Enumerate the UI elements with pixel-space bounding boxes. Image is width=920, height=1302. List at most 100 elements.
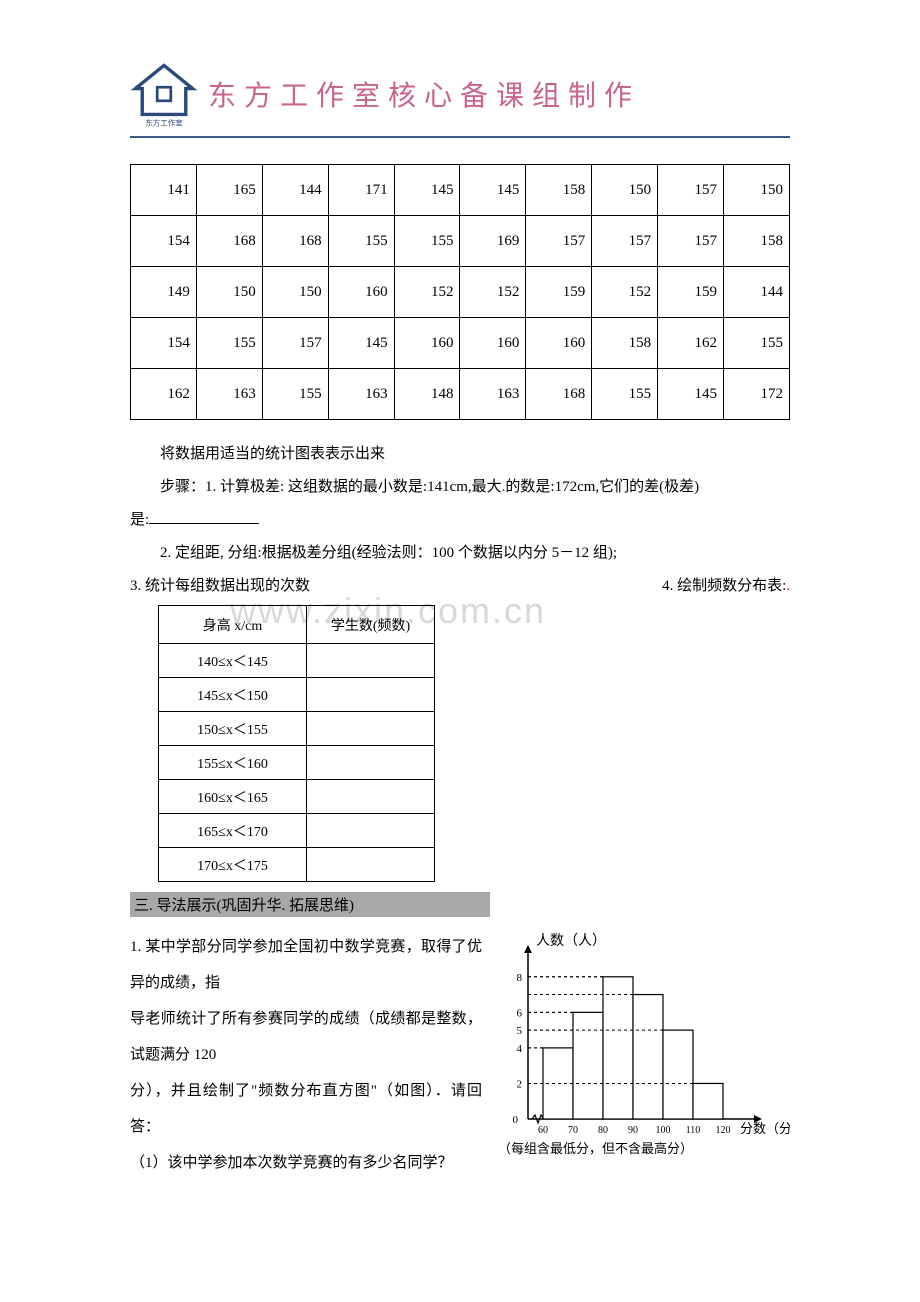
svg-text:0: 0 [513, 1114, 519, 1126]
logo-icon: 东方工作室 [130, 60, 198, 128]
svg-text:4: 4 [517, 1043, 523, 1055]
data-cell: 165 [196, 165, 262, 216]
data-cell: 150 [196, 267, 262, 318]
freq-count-cell[interactable] [307, 814, 435, 848]
step-3-4-row: 3. 统计每组数据出现的次数 4. 绘制频数分布表:. [130, 570, 790, 603]
svg-text:东方工作室: 东方工作室 [145, 117, 183, 127]
svg-text:8: 8 [517, 972, 523, 984]
svg-text:人数（人）: 人数（人） [536, 933, 606, 949]
data-cell: 152 [592, 267, 658, 318]
svg-text:5: 5 [517, 1025, 523, 1037]
freq-range-cell: 155≤x＜160 [159, 746, 307, 780]
data-cell: 162 [131, 369, 197, 420]
freq-range-cell: 150≤x＜155 [159, 712, 307, 746]
data-cell: 162 [658, 318, 724, 369]
freq-range-cell: 160≤x＜165 [159, 780, 307, 814]
data-cell: 158 [724, 216, 790, 267]
step1-line2-prefix: 是: [130, 512, 149, 528]
data-cell: 160 [394, 318, 460, 369]
fill-blank[interactable] [149, 523, 259, 524]
svg-text:60: 60 [538, 1125, 548, 1136]
data-cell: 157 [658, 216, 724, 267]
q1-line3: 分），并且绘制了"频数分布直方图"（如图）．请回答： [130, 1073, 482, 1145]
freq-count-cell[interactable] [307, 746, 435, 780]
data-cell: 144 [262, 165, 328, 216]
freq-count-cell[interactable] [307, 644, 435, 678]
data-cell: 159 [658, 267, 724, 318]
svg-text:70: 70 [568, 1125, 578, 1136]
svg-text:110: 110 [686, 1125, 701, 1136]
step-2: 2. 定组距, 分组:根据极差分组(经验法则：100 个数据以内分 5－12 组… [130, 537, 790, 570]
freq-range-cell: 145≤x＜150 [159, 678, 307, 712]
data-cell: 158 [592, 318, 658, 369]
data-cell: 150 [592, 165, 658, 216]
freq-count-cell[interactable] [307, 712, 435, 746]
data-cell: 168 [196, 216, 262, 267]
data-cell: 150 [724, 165, 790, 216]
freq-count-cell[interactable] [307, 848, 435, 882]
question-1-text: 1. 某中学部分同学参加全国初中数学竞赛，取得了优异的成绩，指 导老师统计了所有… [130, 929, 490, 1181]
svg-text:2: 2 [517, 1078, 523, 1090]
data-cell: 171 [328, 165, 394, 216]
frequency-table: 身高 x/cm 学生数(频数) 140≤x＜145145≤x＜150150≤x＜… [158, 605, 435, 882]
data-cell: 155 [592, 369, 658, 420]
data-cell: 154 [131, 318, 197, 369]
section-3-bar: 三. 导法展示(巩固升华. 拓展思维) [130, 892, 490, 917]
data-cell: 152 [394, 267, 460, 318]
data-cell: 160 [328, 267, 394, 318]
data-cell: 150 [262, 267, 328, 318]
freq-col2-header: 学生数(频数) [307, 606, 435, 644]
header-title: 东方工作室核心备课组制作 [208, 74, 640, 114]
data-cell: 168 [262, 216, 328, 267]
data-cell: 157 [658, 165, 724, 216]
svg-text:120: 120 [716, 1125, 731, 1136]
data-cell: 159 [526, 267, 592, 318]
freq-count-cell[interactable] [307, 678, 435, 712]
height-data-table: 1411651441711451451581501571501541681681… [130, 164, 790, 420]
step-3: 3. 统计每组数据出现的次数 [130, 570, 310, 603]
freq-range-cell: 140≤x＜145 [159, 644, 307, 678]
data-cell: 152 [460, 267, 526, 318]
data-cell: 160 [526, 318, 592, 369]
histogram-chart: 人数（人） 0 2 4 5 6 8 60 70 80 90 100 110 120 分数（分） （每组含最低分… [490, 929, 790, 1181]
data-cell: 155 [196, 318, 262, 369]
data-cell: 141 [131, 165, 197, 216]
data-cell: 155 [262, 369, 328, 420]
data-cell: 145 [394, 165, 460, 216]
header-divider [130, 136, 790, 138]
step1-mid: 的数是:172cm,它们的差(极差) [505, 479, 699, 495]
data-cell: 155 [724, 318, 790, 369]
data-cell: 158 [526, 165, 592, 216]
q1-sub1: （1）该中学参加本次数学竞赛的有多少名同学？ [130, 1145, 482, 1181]
data-cell: 160 [460, 318, 526, 369]
data-cell: 172 [724, 369, 790, 420]
freq-range-cell: 170≤x＜175 [159, 848, 307, 882]
data-cell: 144 [724, 267, 790, 318]
freq-range-cell: 165≤x＜170 [159, 814, 307, 848]
data-cell: 163 [460, 369, 526, 420]
svg-text:（每组含最低分，但不含最高分）: （每组含最低分，但不含最高分） [498, 1141, 693, 1156]
q1-line1: 1. 某中学部分同学参加全国初中数学竞赛，取得了优异的成绩，指 [130, 929, 482, 1001]
data-cell: 169 [460, 216, 526, 267]
data-cell: 155 [328, 216, 394, 267]
step-4: 4. 绘制频数分布表:. [662, 570, 790, 603]
data-cell: 157 [262, 318, 328, 369]
data-cell: 145 [328, 318, 394, 369]
freq-col1-header: 身高 x/cm [159, 606, 307, 644]
freq-count-cell[interactable] [307, 780, 435, 814]
step2-text: 2. 定组距, 分组:根据极差分组(经验法则：100 个数据以内分 5－12 组… [160, 545, 617, 561]
svg-text:分数（分）: 分数（分） [740, 1121, 790, 1136]
instruction-1: 将数据用适当的统计图表表示出来 [130, 438, 790, 471]
page-header: 东方工作室 东方工作室核心备课组制作 [130, 60, 790, 128]
data-cell: 163 [328, 369, 394, 420]
data-cell: 157 [526, 216, 592, 267]
data-cell: 145 [658, 369, 724, 420]
svg-text:6: 6 [517, 1007, 523, 1019]
svg-text:80: 80 [598, 1125, 608, 1136]
svg-text:90: 90 [628, 1125, 638, 1136]
q1-line2: 导老师统计了所有参赛同学的成绩（成绩都是整数，试题满分 120 [130, 1001, 482, 1073]
data-cell: 163 [196, 369, 262, 420]
step-1: 步骤：1. 计算极差: 这组数据的最小数是:141cm,最大.的数是:172cm… [130, 471, 790, 504]
svg-text:100: 100 [656, 1125, 671, 1136]
data-cell: 145 [460, 165, 526, 216]
